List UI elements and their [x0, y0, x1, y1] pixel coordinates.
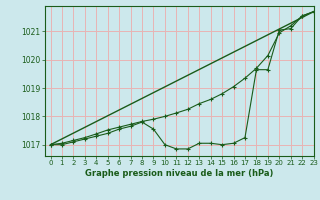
X-axis label: Graphe pression niveau de la mer (hPa): Graphe pression niveau de la mer (hPa) [85, 169, 273, 178]
